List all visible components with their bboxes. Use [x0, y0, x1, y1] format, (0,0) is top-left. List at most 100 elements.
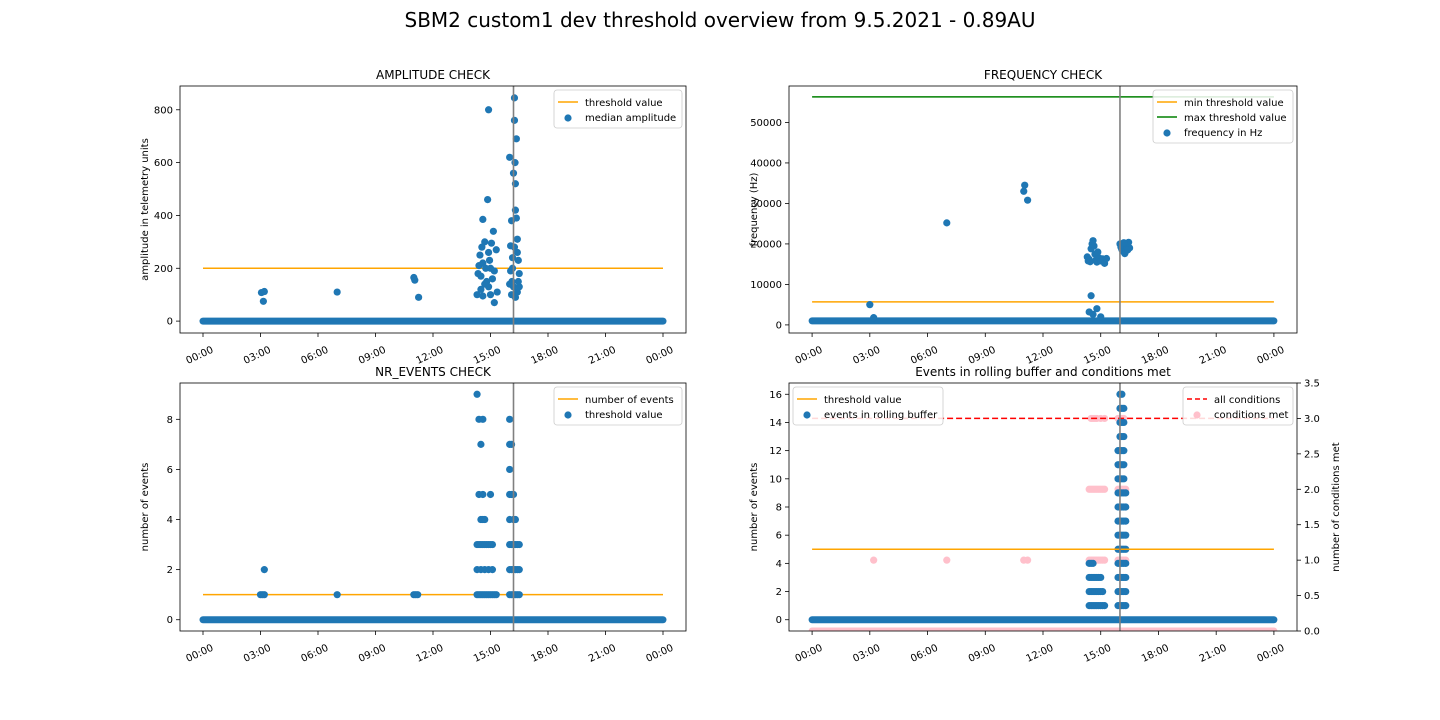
y-tick-label: 6: [167, 465, 173, 476]
y-right-axis-label: number of conditions met: [1331, 442, 1342, 572]
x-tick-label: 12:00: [1025, 643, 1056, 665]
x-tick-label: 12:00: [415, 345, 446, 367]
data-point: [260, 287, 268, 296]
axes-title: NR_EVENTS CHECK: [375, 365, 492, 379]
y-tick-label: 30000: [750, 199, 782, 210]
x-tick-label: 00:00: [794, 643, 825, 665]
plot-area: [199, 86, 667, 333]
y-right-tick-label: 1.5: [1304, 520, 1320, 531]
data-point: [943, 219, 951, 227]
legend-entry-label: threshold value: [585, 410, 663, 421]
data-point: [515, 269, 523, 278]
legend: number of events threshold value: [553, 386, 683, 426]
data-point: [486, 490, 495, 499]
x-tick-label: 21:00: [1198, 643, 1229, 665]
data-point: [515, 540, 523, 549]
legend: threshold value events in rolling buffer: [792, 386, 944, 426]
x-tick-label: 00:00: [185, 643, 216, 665]
data-point: [512, 214, 520, 222]
x-tick-label: 00:00: [1255, 345, 1286, 367]
y-right-tick-label: 1.0: [1304, 556, 1320, 567]
nr-events-check-axes: NR_EVENTS CHECK number of events 00:00 03:0…: [140, 365, 687, 665]
x-tick-label: 00:00: [794, 345, 825, 367]
x-tick-label: 15:00: [1082, 643, 1113, 665]
data-point: [479, 259, 487, 267]
data-point: [1024, 196, 1032, 204]
y-right-tick-label: 0.0: [1304, 627, 1320, 638]
data-point: [414, 591, 422, 599]
y-tick-label: 0: [776, 615, 782, 626]
data-point: [515, 566, 523, 574]
x-tick-label: 03:00: [242, 643, 273, 665]
x-tick-label: 00:00: [645, 345, 676, 367]
data-point: [866, 301, 874, 309]
event-point: [1122, 503, 1130, 511]
data-point: [489, 227, 497, 235]
data-point: [492, 246, 500, 254]
y-tick-label: 800: [154, 105, 173, 116]
data-point: [488, 275, 497, 283]
data-point: [477, 440, 485, 448]
event-point: [1120, 418, 1128, 427]
legend-entry-label: threshold value: [824, 395, 902, 406]
legend-entry-label: events in rolling buffer: [824, 410, 938, 421]
x-tick-label: 12:00: [415, 643, 446, 665]
data-point: [481, 280, 489, 288]
data-point: [333, 288, 341, 296]
event-point: [1100, 602, 1109, 610]
axes-frame: [179, 382, 687, 632]
data-point: [477, 272, 485, 280]
data-point: [473, 390, 481, 398]
data-point: [1093, 305, 1101, 313]
data-point: [259, 297, 267, 305]
event-point: [1120, 404, 1128, 412]
y-axis-label: amplitude in telemetry units: [140, 138, 151, 281]
x-tick-label: 18:00: [530, 345, 561, 367]
data-point: [490, 267, 498, 275]
conditions-point: [1100, 485, 1109, 493]
data-point: [511, 159, 519, 167]
x-tick-label: 00:00: [185, 345, 216, 367]
y-tick-label: 40000: [750, 158, 782, 169]
data-point: [508, 254, 517, 262]
y-tick-label: 14: [769, 418, 782, 429]
data-point: [473, 291, 481, 299]
legend-marker-swatch: [564, 114, 572, 122]
data-point: [1094, 248, 1102, 256]
data-point: [484, 248, 493, 257]
data-point: [411, 276, 419, 284]
x-tick-label: 06:00: [909, 643, 940, 665]
legend-entry-label: all conditions: [1214, 395, 1280, 406]
event-point: [1122, 531, 1130, 539]
plot-area: [808, 383, 1278, 631]
conditions-point: [1024, 556, 1032, 564]
y-right-tick-label: 3.0: [1304, 414, 1320, 425]
data-point: [512, 135, 520, 143]
legend-marker-swatch: [803, 411, 811, 419]
y-tick-label: 2: [167, 565, 173, 576]
data-point: [507, 267, 515, 275]
data-point: [415, 293, 423, 301]
y-axis-label: number of events: [140, 463, 151, 552]
data-point: [481, 238, 489, 246]
event-point: [1089, 559, 1097, 567]
axes-frame: [179, 85, 687, 334]
data-point: [486, 291, 495, 299]
data-point: [479, 490, 487, 499]
data-point: [260, 566, 268, 574]
y-tick-label: 16: [769, 390, 782, 401]
data-point: [1089, 310, 1097, 318]
legend-entry-label: median amplitude: [585, 113, 676, 124]
legend-entry-label: conditions met: [1214, 410, 1289, 421]
x-tick-label: 15:00: [472, 643, 503, 665]
rolling-buffer-axes: Events in rolling buffer and conditions …: [749, 365, 1342, 665]
data-point: [1124, 246, 1132, 254]
axes-title: AMPLITUDE CHECK: [376, 68, 491, 82]
legend: all conditions conditions met: [1182, 386, 1294, 426]
y-axis-label: frequency (Hz): [749, 172, 760, 246]
data-point: [515, 591, 523, 599]
data-point: [506, 465, 514, 474]
x-tick-label: 15:00: [472, 345, 503, 367]
data-point: [479, 215, 487, 224]
